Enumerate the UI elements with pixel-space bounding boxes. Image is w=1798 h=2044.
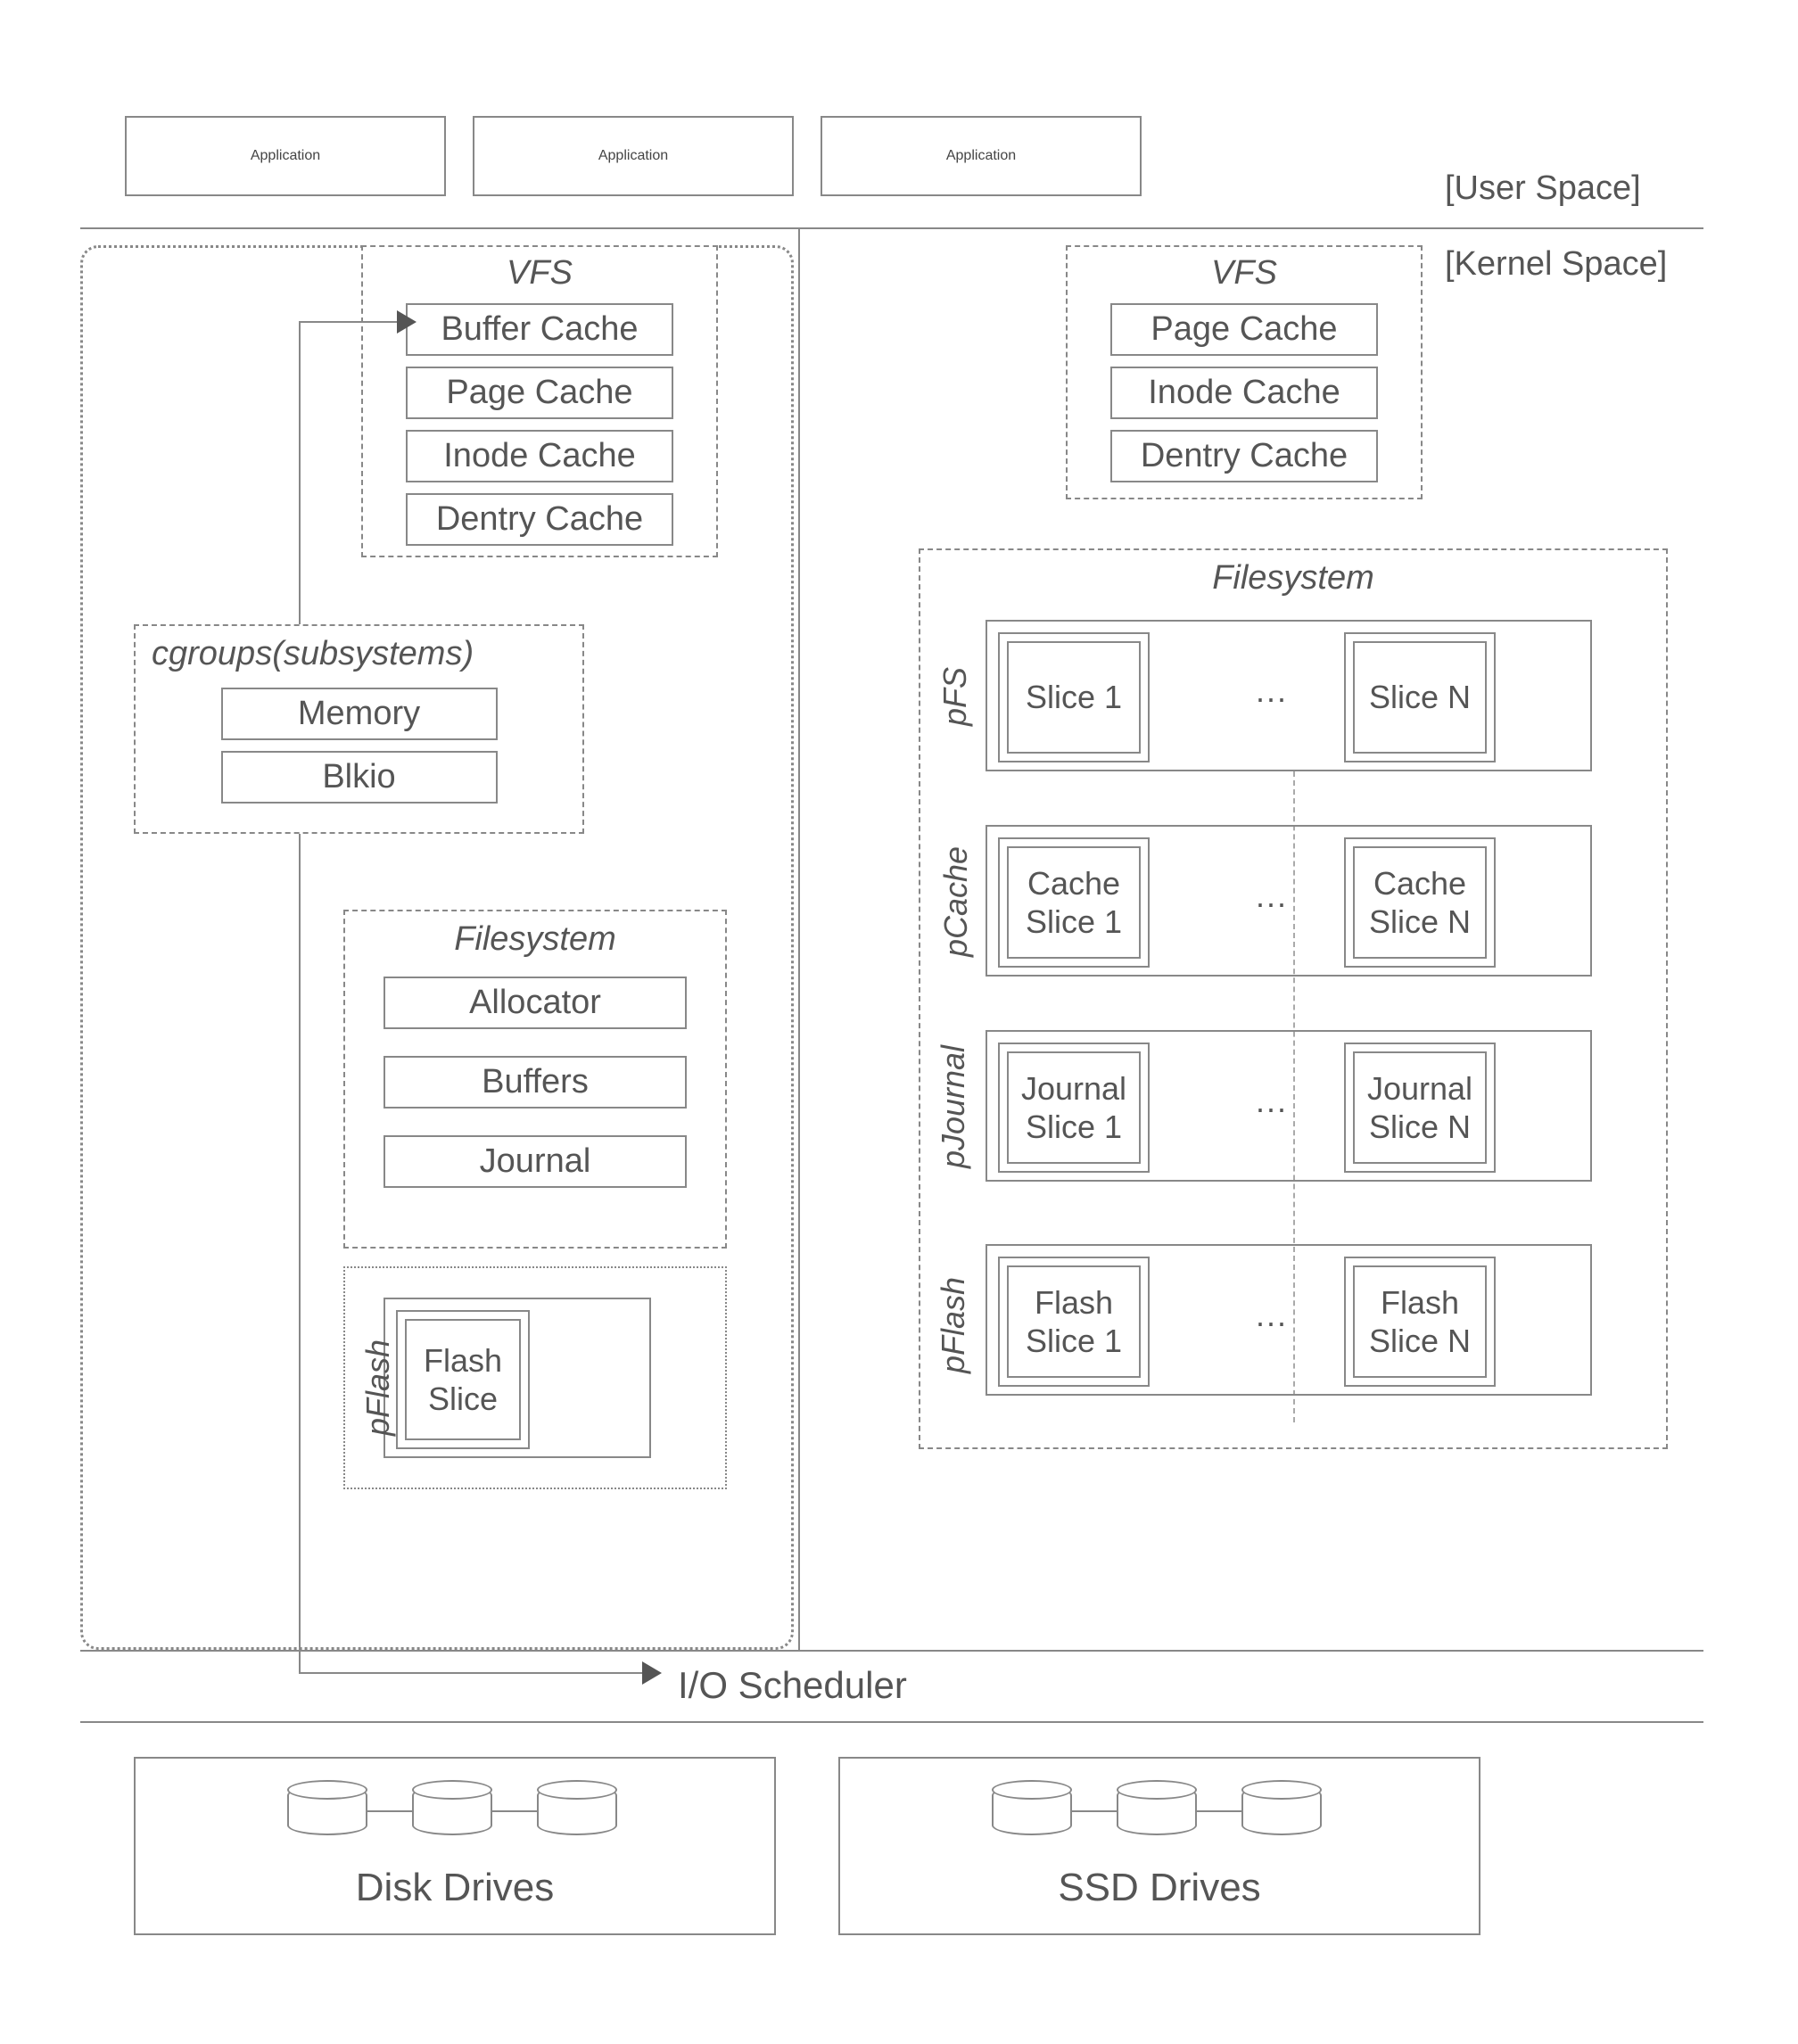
- ssd-cyl-2: [1241, 1785, 1322, 1835]
- left-fs-box: Filesystem Allocator Buffers Journal: [343, 910, 727, 1249]
- right-row-3: Flash Slice 1 ··· Flash Slice N: [986, 1244, 1592, 1396]
- left-vfs-item-2: Inode Cache: [406, 430, 673, 482]
- right-row-3-a: Flash Slice 1: [1007, 1265, 1141, 1378]
- right-row-3-b-outer: Flash Slice N: [1344, 1257, 1496, 1387]
- left-vfs-item-1: Page Cache: [406, 367, 673, 419]
- io-scheduler-label: I/O Scheduler: [678, 1664, 907, 1707]
- right-row-0-a-outer: Slice 1: [998, 632, 1150, 762]
- left-vfs-item-0: Buffer Cache: [406, 303, 673, 356]
- left-fs-item-0: Allocator: [384, 977, 687, 1029]
- right-vfs-item-1: Inode Cache: [1110, 367, 1378, 419]
- arrowhead-io: [642, 1661, 662, 1685]
- right-row-1-a: Cache Slice 1: [1007, 846, 1141, 959]
- disk-drives-box: Disk Drives: [134, 1757, 776, 1935]
- right-row-3-a-outer: Flash Slice 1: [998, 1257, 1150, 1387]
- left-cgroups-item-0: Memory: [221, 688, 498, 740]
- right-row-2-title: pJournal: [935, 1045, 972, 1168]
- right-row-3-title: pFlash: [935, 1277, 972, 1373]
- ssd-drives-label: SSD Drives: [840, 1866, 1479, 1910]
- left-cgroups-item-1: Blkio: [221, 751, 498, 804]
- io-bot-line: [80, 1721, 1703, 1723]
- ssd-drives-box: SSD Drives: [838, 1757, 1480, 1935]
- io-top-line: [80, 1650, 1703, 1652]
- disk-cyl-0: [287, 1785, 367, 1835]
- ssd-conn-1: [1197, 1810, 1241, 1812]
- ssd-cyl-0: [992, 1785, 1072, 1835]
- arrow-to-io: [299, 1672, 642, 1674]
- left-vfs-title: VFS: [379, 254, 700, 293]
- app-box-1: Application: [473, 116, 794, 196]
- right-row-0-b: Slice N: [1353, 641, 1487, 754]
- app-box-0: Application: [125, 116, 446, 196]
- right-row-2-a: Journal Slice 1: [1007, 1051, 1141, 1164]
- right-vfs-item-0: Page Cache: [1110, 303, 1378, 356]
- right-vfs-title: VFS: [1084, 254, 1405, 293]
- left-vfs-item-3: Dentry Cache: [406, 493, 673, 546]
- disk-conn-1: [492, 1810, 537, 1812]
- app-label-1: Application: [598, 148, 668, 164]
- right-row-2-b: Journal Slice N: [1353, 1051, 1487, 1164]
- center-divider: [798, 227, 800, 1650]
- app-label-2: Application: [946, 148, 1016, 164]
- disk-cyl-2: [537, 1785, 617, 1835]
- right-row-0-title: pFS: [936, 667, 974, 726]
- right-row-1-a-outer: Cache Slice 1: [998, 837, 1150, 968]
- right-row-0-a: Slice 1: [1007, 641, 1141, 754]
- ssd-cyl-1: [1117, 1785, 1197, 1835]
- arrowhead-buffer: [397, 310, 417, 334]
- left-pflash-row: Flash Slice: [384, 1298, 651, 1458]
- left-fs-title: Filesystem: [361, 920, 709, 959]
- right-row-1-title: pCache: [937, 846, 975, 957]
- left-pflash-title: pFlash: [359, 1339, 397, 1436]
- left-pflash-slice-outer: Flash Slice: [396, 1310, 530, 1449]
- app-box-2: Application: [821, 116, 1142, 196]
- left-pflash-slice: Flash Slice: [405, 1319, 521, 1440]
- right-row-0: Slice 1 ··· Slice N: [986, 620, 1592, 771]
- right-row-1: Cache Slice 1 ··· Cache Slice N: [986, 825, 1592, 977]
- right-row-2-dots: ···: [1255, 1090, 1287, 1127]
- right-row-2: Journal Slice 1 ··· Journal Slice N: [986, 1030, 1592, 1182]
- arrow-to-buffer: [299, 321, 397, 323]
- right-row-1-dots: ···: [1255, 885, 1287, 922]
- left-fs-item-2: Journal: [384, 1135, 687, 1188]
- right-row-3-b: Flash Slice N: [1353, 1265, 1487, 1378]
- right-vfs-item-2: Dentry Cache: [1110, 430, 1378, 482]
- right-row-2-b-outer: Journal Slice N: [1344, 1043, 1496, 1173]
- right-row-2-a-outer: Journal Slice 1: [998, 1043, 1150, 1173]
- disk-cyl-1: [412, 1785, 492, 1835]
- right-row-3-dots: ···: [1255, 1304, 1287, 1341]
- right-row-0-b-outer: Slice N: [1344, 632, 1496, 762]
- left-vfs-box: VFS Buffer Cache Page Cache Inode Cache …: [361, 245, 718, 557]
- kernel-space-label: [Kernel Space]: [1445, 245, 1667, 284]
- sep-user-kernel: [80, 227, 1703, 229]
- disk-conn-0: [367, 1810, 412, 1812]
- right-row-0-dots: ···: [1255, 680, 1287, 717]
- ssd-conn-0: [1072, 1810, 1117, 1812]
- left-cgroups-title: cgroups(subsystems): [152, 635, 566, 673]
- disk-drives-label: Disk Drives: [136, 1866, 774, 1910]
- left-cgroups-box: cgroups(subsystems) Memory Blkio: [134, 624, 584, 834]
- app-label-0: Application: [251, 148, 320, 164]
- user-space-label: [User Space]: [1445, 169, 1641, 208]
- right-vfs-box: VFS Page Cache Inode Cache Dentry Cache: [1066, 245, 1423, 499]
- right-row-1-b: Cache Slice N: [1353, 846, 1487, 959]
- right-fs-title: Filesystem: [920, 559, 1666, 598]
- arrow-vert-line: [299, 321, 301, 1672]
- left-fs-item-1: Buffers: [384, 1056, 687, 1109]
- right-row-1-b-outer: Cache Slice N: [1344, 837, 1496, 968]
